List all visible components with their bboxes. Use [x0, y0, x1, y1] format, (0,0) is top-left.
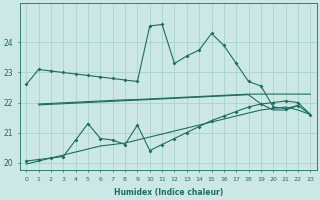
X-axis label: Humidex (Indice chaleur): Humidex (Indice chaleur)	[114, 188, 223, 197]
